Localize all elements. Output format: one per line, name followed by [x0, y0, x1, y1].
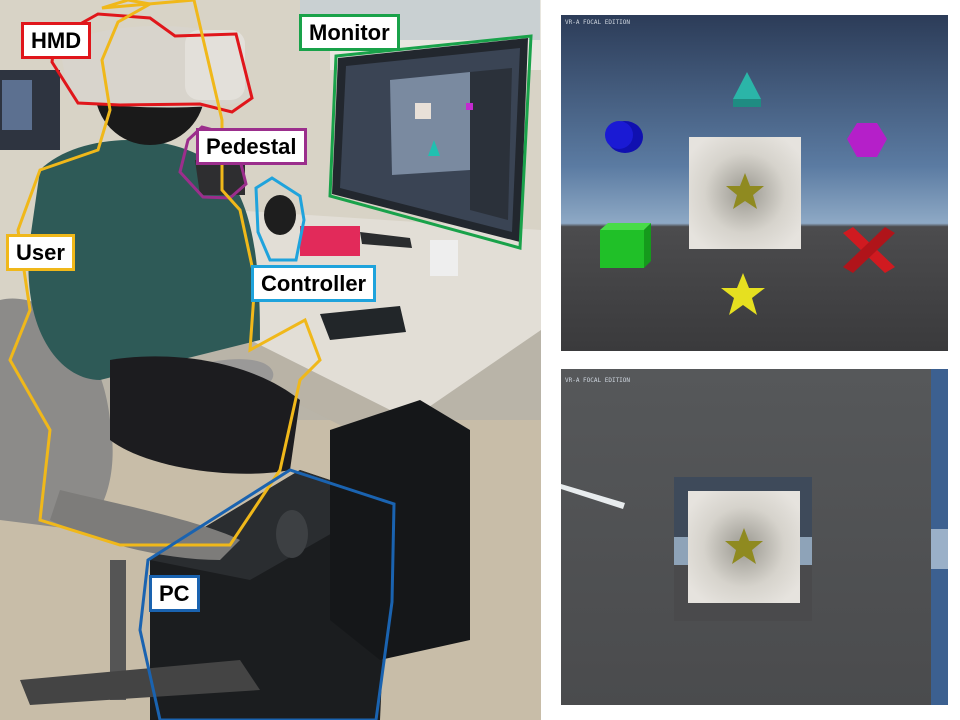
hmd-outline: [50, 12, 254, 114]
pc-outline: [138, 468, 396, 720]
pedestal-label: Pedestal: [196, 128, 307, 166]
center-star-shape: [726, 173, 764, 209]
pc-label: PC: [149, 575, 200, 613]
user-label: User: [6, 234, 75, 272]
monitor-label: Monitor: [299, 14, 400, 52]
controller-label: Controller: [251, 265, 377, 303]
cube-shape: [600, 223, 651, 268]
cross-shape: [843, 227, 895, 273]
cylinder-shape: [605, 121, 643, 153]
vr-view-selection: VR-A FOCAL EDITION: [561, 15, 948, 351]
hmd-label: HMD: [21, 22, 92, 60]
vr-view-closeup: VR-A FOCAL EDITION: [561, 369, 948, 705]
hud-text-closeup: VR-A FOCAL EDITION: [565, 377, 630, 384]
user-outline: [8, 0, 322, 547]
setup-photo: [0, 0, 541, 720]
triangle-shape: [733, 72, 761, 99]
star-shape: [721, 273, 765, 315]
pointer-ray: [561, 484, 625, 509]
monitor-outline: [328, 34, 533, 250]
controller-outline: [254, 176, 306, 262]
hexagon-shape: [847, 123, 887, 157]
closeup-star-shape: [725, 528, 763, 564]
hud-text: VR-A FOCAL EDITION: [565, 19, 630, 26]
